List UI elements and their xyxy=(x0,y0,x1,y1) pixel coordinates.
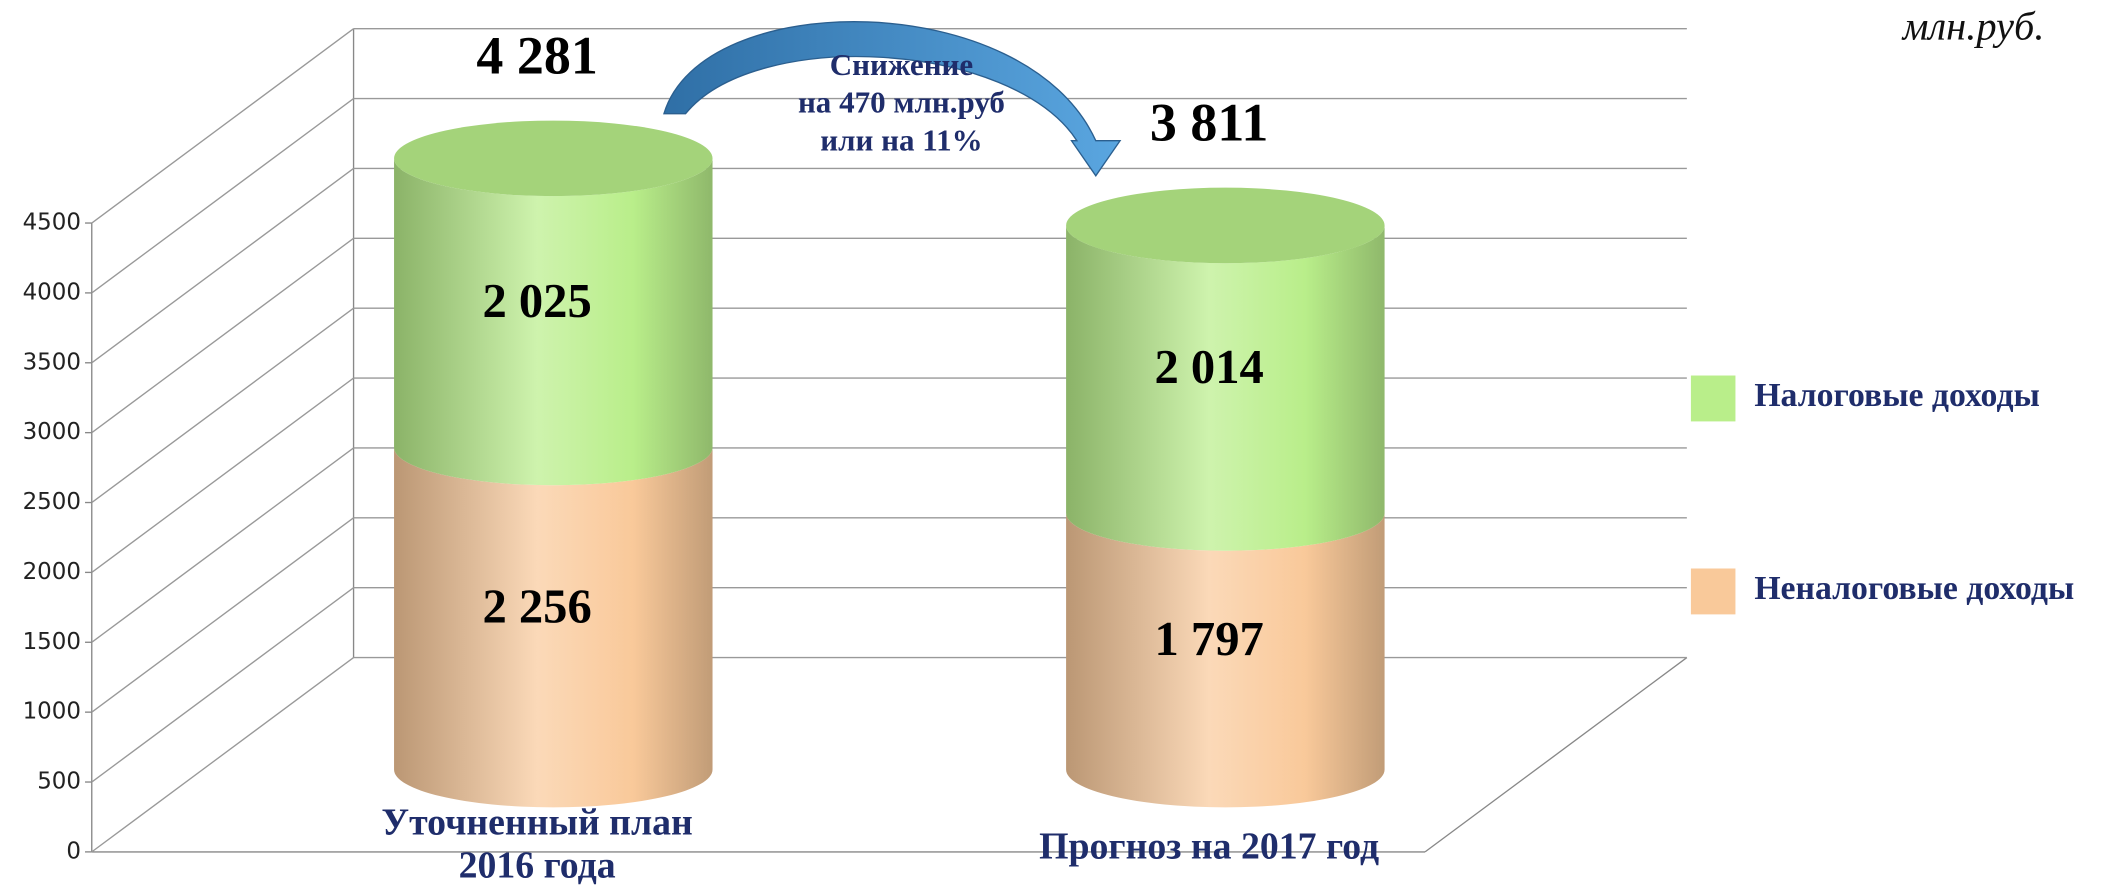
y-tick-label: 1500 xyxy=(23,629,81,655)
cylinder-segment xyxy=(394,447,713,808)
floor-side xyxy=(1424,657,1688,853)
y-tick-label: 0 xyxy=(66,838,81,864)
cylinder-top xyxy=(1066,187,1385,264)
grid-line xyxy=(91,98,354,294)
total-label: 4 281 xyxy=(476,26,597,86)
grid-line xyxy=(91,377,354,573)
grid-line xyxy=(91,447,354,643)
plot: 2 256 2 025 4 281 Уточненный план 2016 года… xyxy=(381,26,1385,886)
total-label: 3 811 xyxy=(1150,93,1268,153)
grid-line xyxy=(91,307,354,504)
y-tick-label: 3500 xyxy=(23,349,81,375)
cylinder-segment xyxy=(394,158,713,486)
grid-line xyxy=(91,587,354,783)
x-tick-label-box: Уточненный план 2016 года xyxy=(381,801,693,886)
x-tick-label-box: Прогноз на 2017 год xyxy=(1039,826,1380,869)
legend-label: Налоговые доходы xyxy=(1754,377,2040,414)
y-tick-label: 500 xyxy=(37,769,81,795)
y-tick-label: 4500 xyxy=(23,210,81,236)
segment-label: 2 025 xyxy=(482,274,591,328)
legend-swatch xyxy=(1690,568,1736,615)
segment-label: 2 256 xyxy=(482,579,591,633)
grid-line xyxy=(91,657,354,853)
cylinder-top xyxy=(394,120,713,197)
legend-label: Неналоговые доходы xyxy=(1754,570,2074,607)
annotation-line: Снижение xyxy=(830,47,974,82)
grid-line xyxy=(91,517,354,713)
grid-line xyxy=(91,28,354,224)
legend-swatch xyxy=(1690,375,1736,422)
y-tick-label: 4000 xyxy=(23,279,81,305)
y-tick-label: 3000 xyxy=(23,419,81,445)
unit-label: млн.руб. xyxy=(1901,3,2045,48)
y-tick-label: 2000 xyxy=(23,559,81,585)
segment-label: 1 797 xyxy=(1154,612,1263,666)
segment-label: 2 014 xyxy=(1154,340,1263,394)
grid-line xyxy=(91,167,354,364)
grid-line xyxy=(91,237,354,434)
y-tick-label: 2500 xyxy=(23,489,81,515)
y-tick-label: 1000 xyxy=(23,699,81,725)
annotation-line: или на 11% xyxy=(820,123,982,158)
cylinder-segment xyxy=(1066,513,1385,808)
cylinder-segment xyxy=(1066,225,1385,551)
x-tick-label: Прогноз на 2017 год xyxy=(1039,826,1380,869)
annotation-line: на 470 млн.руб xyxy=(798,85,1005,120)
x-tick-label: Уточненный план 2016 года xyxy=(381,801,693,886)
decrease-arrow xyxy=(663,21,1122,177)
